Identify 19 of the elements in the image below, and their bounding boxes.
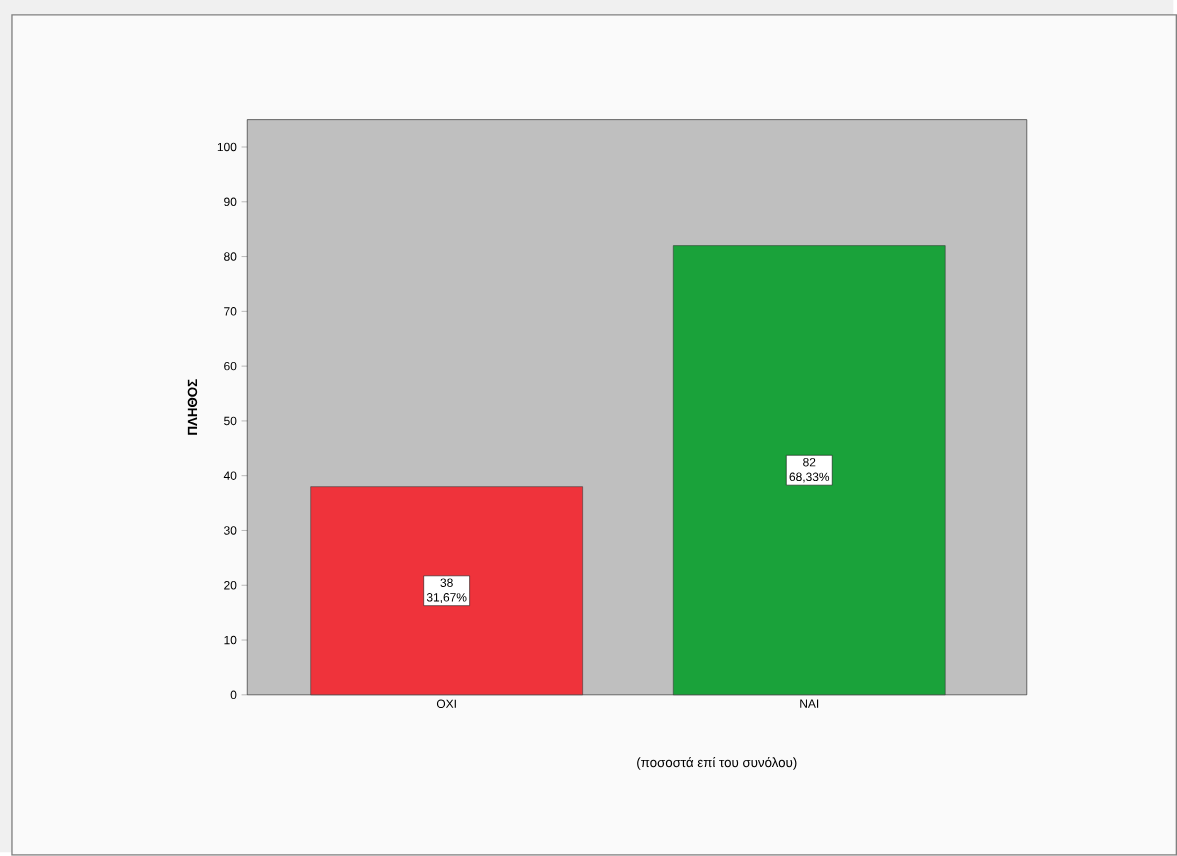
x-axis-title: (ποσοστά επί του συνόλου) — [637, 757, 797, 770]
data-label: 38 — [440, 578, 453, 588]
y-tick-label: 100 — [217, 142, 237, 152]
annotation: 31,67% — [426, 593, 467, 604]
y-tick-label: 30 — [224, 526, 237, 535]
y-tick-label: 70 — [224, 307, 237, 316]
y-tick-label: 80 — [224, 252, 237, 261]
y-tick-label: 90 — [224, 197, 237, 207]
y-tick-label: 50 — [224, 416, 237, 426]
data-label: 82 — [803, 458, 816, 467]
y-tick-label: 40 — [223, 471, 237, 481]
y-axis-title: ΠΛΗΘΟΣ — [187, 379, 198, 435]
x-tick-label: NAI — [800, 699, 819, 708]
y-tick-label: 60 — [224, 362, 237, 371]
x-tick-label: OXI — [436, 699, 456, 709]
annotation: 68,33% — [789, 472, 830, 483]
y-tick-label: 0 — [230, 690, 237, 700]
y-tick-label: 20 — [224, 581, 237, 590]
y-tick-label: 10 — [224, 635, 237, 645]
